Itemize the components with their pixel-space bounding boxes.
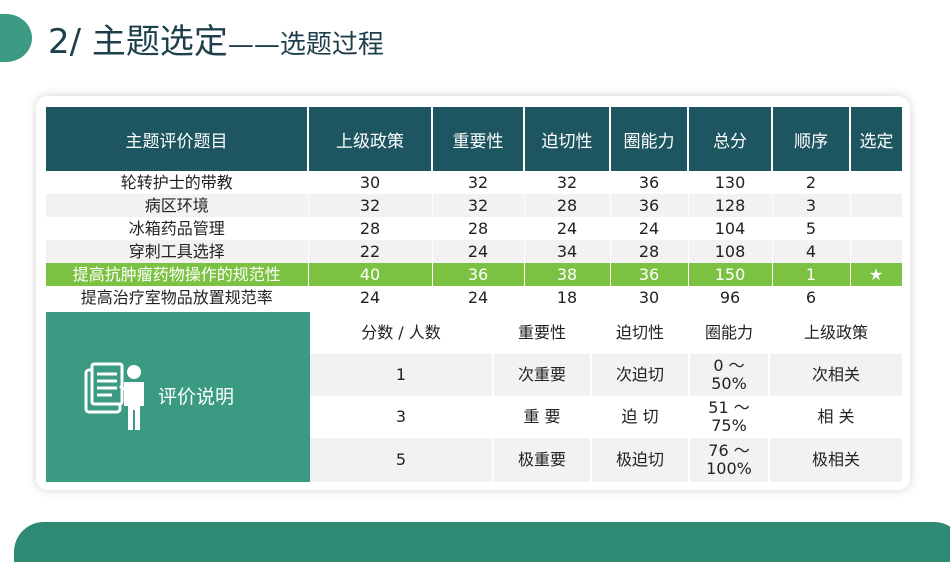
cell-topic: 冰箱药品管理 xyxy=(46,217,309,240)
cell-capability: 30 xyxy=(610,286,689,309)
cell-total: 130 xyxy=(688,171,773,194)
cell-topic: 轮转护士的带教 xyxy=(46,171,309,194)
header-selected: 选定 xyxy=(850,107,902,171)
cell-policy: 32 xyxy=(308,194,433,217)
title-sub-text: ——选题过程 xyxy=(227,30,384,60)
cell-policy: 24 xyxy=(308,286,433,309)
cell-urgency: 38 xyxy=(524,263,611,286)
cell-importance: 36 xyxy=(432,263,525,286)
cell-selected xyxy=(850,171,903,194)
header-capability: 圈能力 xyxy=(610,107,689,171)
cell-topic: 提高抗肿瘤药物操作的规范性 xyxy=(46,263,309,286)
legend-label: 评价说明 xyxy=(158,386,235,408)
legend-cell-capability: 76 ～ 100% xyxy=(690,438,768,482)
legend-header-score: 分数 / 人数 xyxy=(310,312,492,354)
cell-order: 4 xyxy=(772,240,851,263)
header-total: 总分 xyxy=(688,107,773,171)
legend-header-importance: 重要性 xyxy=(494,312,590,354)
table-row: 轮转护士的带教 30 32 32 36 130 2 xyxy=(46,171,903,194)
legend-cell-policy: 极相关 xyxy=(770,438,902,482)
cell-capability: 36 xyxy=(610,194,689,217)
cell-importance: 32 xyxy=(432,171,525,194)
cell-selected xyxy=(850,286,903,309)
cell-topic: 穿刺工具选择 xyxy=(46,240,309,263)
legend-cell-policy: 相 关 xyxy=(770,396,902,438)
cell-urgency: 28 xyxy=(524,194,611,217)
cell-importance: 24 xyxy=(432,286,525,309)
legend-cell-urgency: 次迫切 xyxy=(592,354,688,396)
table-row: 病区环境 32 32 28 36 128 3 xyxy=(46,194,903,217)
table-row: 冰箱药品管理 28 28 24 24 104 5 xyxy=(46,217,903,240)
legend-cell-capability: 0 ～ 50% xyxy=(690,354,768,396)
cell-total: 128 xyxy=(688,194,773,217)
cell-order: 2 xyxy=(772,171,851,194)
page-title: 2/ 主题选定——选题过程 xyxy=(48,20,384,67)
legend-panel: 评价说明 xyxy=(46,312,310,482)
cell-policy: 40 xyxy=(308,263,433,286)
cell-order: 1 xyxy=(772,263,851,286)
cell-policy: 28 xyxy=(308,217,433,240)
header-order: 顺序 xyxy=(772,107,851,171)
legend-cell-importance: 极重要 xyxy=(494,438,590,482)
cell-capability: 24 xyxy=(610,217,689,240)
cell-urgency: 34 xyxy=(524,240,611,263)
cell-capability: 36 xyxy=(610,263,689,286)
header-policy: 上级政策 xyxy=(308,107,433,171)
legend-cell-score: 5 xyxy=(310,438,492,482)
cell-total: 108 xyxy=(688,240,773,263)
cell-topic: 提高治疗室物品放置规范率 xyxy=(46,286,309,309)
cell-importance: 28 xyxy=(432,217,525,240)
cell-importance: 24 xyxy=(432,240,525,263)
cell-total: 96 xyxy=(688,286,773,309)
cell-capability: 28 xyxy=(610,240,689,263)
document-presenter-icon xyxy=(84,362,144,430)
legend-header-capability: 圈能力 xyxy=(690,312,768,354)
legend-cell-urgency: 迫 切 xyxy=(592,396,688,438)
cell-selected xyxy=(850,240,903,263)
cell-total: 150 xyxy=(688,263,773,286)
legend-cell-policy: 次相关 xyxy=(770,354,902,396)
cell-total: 104 xyxy=(688,217,773,240)
legend-cell-importance: 重 要 xyxy=(494,396,590,438)
legend-header-urgency: 迫切性 xyxy=(592,312,688,354)
table-row: 穿刺工具选择 22 24 34 28 108 4 xyxy=(46,240,903,263)
evaluation-legend: 评价说明 分数 / 人数 重要性 迫切性 圈能力 上级政策 1 次重要 次迫切 … xyxy=(46,312,902,482)
header-topic: 主题评价题目 xyxy=(46,107,309,171)
bottom-decoration-bar xyxy=(14,522,950,562)
cell-selected xyxy=(850,194,903,217)
cell-order: 6 xyxy=(772,286,851,309)
legend-cell-score: 1 xyxy=(310,354,492,396)
table-row: 提高治疗室物品放置规范率 24 24 18 30 96 6 xyxy=(46,286,903,309)
cell-importance: 32 xyxy=(432,194,525,217)
cell-capability: 36 xyxy=(610,171,689,194)
star-icon: ★ xyxy=(850,263,903,286)
cell-urgency: 32 xyxy=(524,171,611,194)
cell-order: 3 xyxy=(772,194,851,217)
legend-cell-score: 3 xyxy=(310,396,492,438)
header-urgency: 迫切性 xyxy=(524,107,611,171)
cell-urgency: 24 xyxy=(524,217,611,240)
cell-policy: 30 xyxy=(308,171,433,194)
table-header-row: 主题评价题目 上级政策 重要性 迫切性 圈能力 总分 顺序 选定 xyxy=(46,107,902,171)
cell-topic: 病区环境 xyxy=(46,194,309,217)
legend-cell-capability: 51 ～ 75% xyxy=(690,396,768,438)
evaluation-table: 主题评价题目 上级政策 重要性 迫切性 圈能力 总分 顺序 选定 轮转护士的带教… xyxy=(46,107,903,309)
legend-header-policy: 上级政策 xyxy=(770,312,902,354)
cell-selected xyxy=(850,217,903,240)
table-row-selected: 提高抗肿瘤药物操作的规范性 40 36 38 36 150 1 ★ xyxy=(46,263,903,286)
cell-policy: 22 xyxy=(308,240,433,263)
corner-decoration xyxy=(0,14,32,62)
header-importance: 重要性 xyxy=(432,107,525,171)
cell-urgency: 18 xyxy=(524,286,611,309)
legend-cell-importance: 次重要 xyxy=(494,354,590,396)
cell-order: 5 xyxy=(772,217,851,240)
title-main-text: 2/ 主题选定 xyxy=(48,22,228,62)
legend-cell-urgency: 极迫切 xyxy=(592,438,688,482)
